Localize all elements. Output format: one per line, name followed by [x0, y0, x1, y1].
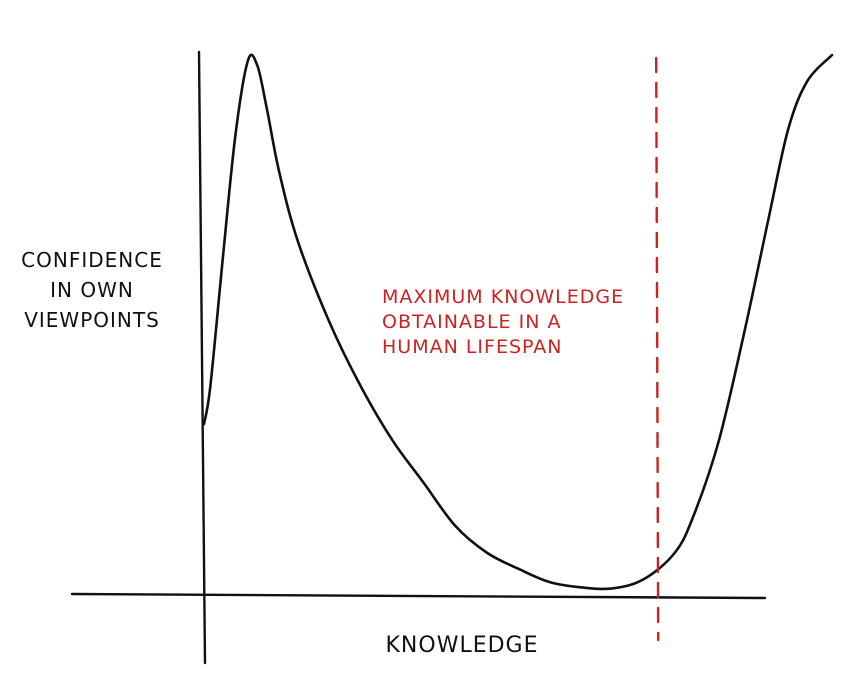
confidence-curve [202, 53, 834, 591]
y-axis [197, 50, 207, 665]
y-axis-label-line-1: CONFIDENCE [21, 248, 163, 272]
annotation-line-3: HUMAN LIFESPAN [382, 336, 562, 358]
y-axis-label-line-3: VIEWPOINTS [24, 308, 160, 332]
annotation-line-2: OBTAINABLE IN A [382, 311, 561, 333]
x-axis [70, 592, 767, 600]
x-axis-label: KNOWLEDGE [386, 633, 539, 658]
max-knowledge-line [655, 56, 660, 642]
annotation-line-1: MAXIMUM KNOWLEDGE [382, 286, 624, 308]
y-axis-label-line-2: IN OWN [50, 278, 134, 302]
